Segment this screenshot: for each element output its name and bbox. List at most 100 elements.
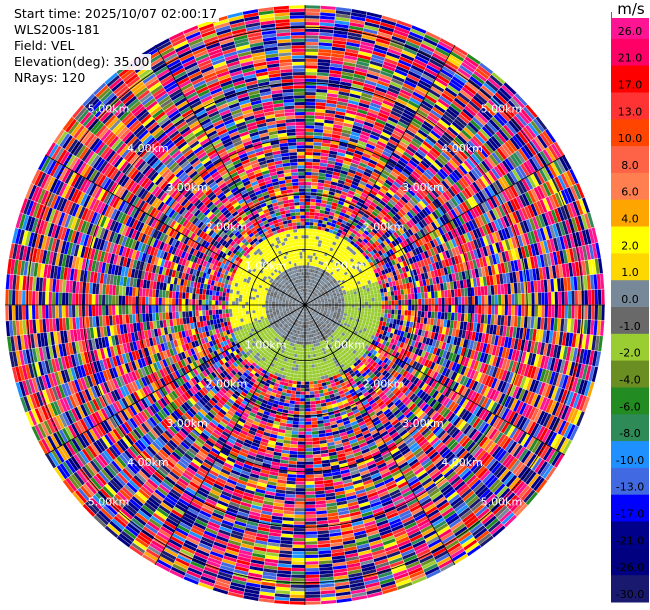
gate-2370 [402,283,407,290]
gate-391 [326,201,333,206]
gate-3001 [406,321,410,327]
gate-1948 [477,215,485,227]
gate-1115 [373,208,381,215]
gate-1451 [332,278,336,282]
gate-925 [346,230,352,235]
gate-1733 [369,261,374,267]
gate-847 [361,192,368,199]
gate-1058 [428,112,440,122]
gate-1603 [494,150,505,162]
gate-186 [307,282,309,286]
gate-283 [311,259,315,263]
gate-2015 [411,256,417,263]
gate-1394 [408,199,417,207]
gate-858 [377,159,387,167]
gate-1976 [560,173,570,188]
gate-909 [320,276,323,280]
gate-651 [330,236,335,241]
gate-1959 [509,199,518,212]
gate-27 [305,212,310,216]
gate-1845 [434,228,442,237]
gate-1594 [470,168,480,180]
gate-1005 [332,260,337,265]
gate-352 [347,32,362,38]
gate-1153 [448,105,460,116]
gate-1296 [385,213,392,220]
gate-508 [355,115,366,121]
gate-1237 [445,129,457,139]
gate-1741 [391,247,397,254]
gate-552 [317,264,321,268]
gate-974 [428,88,441,98]
gate-1643 [367,258,372,264]
gate-2801 [341,306,345,310]
gate-451 [305,298,307,302]
gate-1194 [355,240,361,246]
gate-2867 [560,318,565,332]
gate-1208 [384,204,392,211]
gate-1616 [527,122,540,137]
gate-2034 [469,230,476,241]
gate-543 [308,292,310,296]
gate-1757 [436,218,444,227]
gate-1211 [391,196,399,204]
gate-1981 [308,302,311,304]
gate-1025 [368,204,376,211]
gate-1002 [326,268,331,273]
gate-235 [324,119,334,124]
gate-48 [305,142,314,146]
gate-1751 [419,228,426,237]
gate-1915 [379,265,384,271]
gate-54 [305,122,315,126]
gate-1049 [412,137,423,146]
gate-162 [317,62,330,67]
gate-2745 [454,305,458,313]
gate-1183 [332,269,336,273]
gate-1905 [349,280,354,285]
gate-1489 [426,193,435,202]
gate-1534 [315,294,319,298]
gate-1625 [318,293,322,296]
gate-530 [374,44,388,52]
gate-2777 [561,305,565,319]
gate-685 [370,131,381,138]
gate-2054 [530,203,538,217]
gate-1893 [313,299,317,301]
gate-2852 [510,315,515,327]
gate-152 [315,95,327,100]
gate-2464 [416,286,421,293]
gate-2582 [510,283,515,294]
gate-2450 [370,294,375,298]
gate-1756 [433,219,441,229]
gate-2800 [338,306,342,309]
gate-572 [338,200,345,206]
gate-522 [367,70,380,77]
gate-1454 [339,271,344,276]
gate-525 [369,60,383,68]
gate-871 [397,121,408,129]
gate-2184 [381,279,386,285]
gate-2278 [395,280,400,286]
gate-1382 [380,227,387,234]
gate-1974 [554,176,564,191]
gate-2769 [534,305,538,317]
gate-277 [308,279,311,283]
gate-554 [319,257,323,262]
gate-1467 [371,242,378,249]
gate-1263 [311,295,315,298]
gate-1755 [430,221,438,230]
gate-1909 [361,274,366,280]
gate-1900 [334,288,339,292]
gate-1809 [331,288,335,292]
gate-1022 [363,213,370,219]
gate-1719 [330,287,334,290]
gate-490 [339,173,347,179]
gate-1292 [376,223,383,230]
gate-2818 [397,309,402,315]
gate-2469 [433,284,438,292]
gate-498 [346,147,356,153]
gate-1885 [550,161,560,176]
gate-687 [373,124,384,132]
gate-298 [319,209,325,214]
gate-718 [410,28,426,37]
